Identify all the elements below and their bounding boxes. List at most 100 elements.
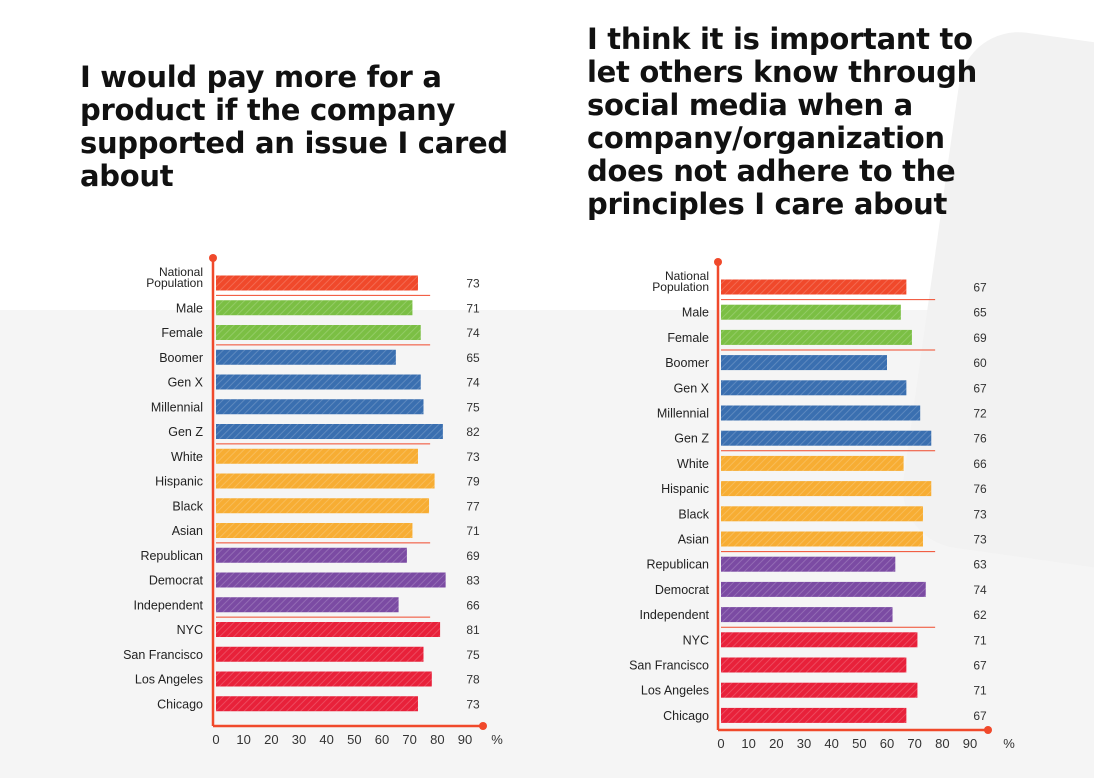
x-tick-label: 10 xyxy=(741,736,755,751)
bar-texture-national-population xyxy=(216,275,418,291)
data-label-nyc: 71 xyxy=(973,633,987,647)
data-label-white: 73 xyxy=(466,450,480,464)
bar-texture-gen-x xyxy=(216,374,421,390)
category-label-asian: Asian xyxy=(172,524,203,538)
category-label-millennial: Millennial xyxy=(657,407,709,421)
category-label-national-population-line2: Population xyxy=(652,280,709,294)
bar-texture-black xyxy=(721,506,923,522)
bar-texture-female xyxy=(721,329,912,345)
data-label-san-francisco: 75 xyxy=(466,648,480,662)
x-tick-label: 20 xyxy=(264,732,278,747)
category-label-female: Female xyxy=(161,326,203,340)
bar-texture-nyc xyxy=(216,622,441,637)
data-label-chicago: 67 xyxy=(973,709,987,723)
x-tick-label: 80 xyxy=(935,736,949,751)
data-label-male: 65 xyxy=(973,306,987,320)
axis-end-dot-right xyxy=(984,726,992,734)
data-label-boomer: 60 xyxy=(973,356,987,370)
axis-end-dot-top xyxy=(714,258,722,266)
x-tick-label: 30 xyxy=(797,736,811,751)
category-label-gen-z: Gen Z xyxy=(674,432,709,446)
x-tick-label: 90 xyxy=(458,732,472,747)
data-label-republican: 63 xyxy=(973,558,987,572)
bar-texture-democrat xyxy=(721,581,926,597)
bar-texture-republican xyxy=(721,556,896,572)
data-label-chicago: 73 xyxy=(466,697,480,711)
x-tick-label: 0 xyxy=(212,732,219,747)
bar-texture-gen-x xyxy=(721,380,907,396)
bar-texture-boomer xyxy=(721,355,887,371)
category-label-san-francisco: San Francisco xyxy=(629,659,709,673)
chart-title-right: I think it is important to let others kn… xyxy=(587,22,977,221)
category-label-national-population-line1: National xyxy=(665,269,709,283)
x-tick-label: 80 xyxy=(430,732,444,747)
data-label-national-population: 67 xyxy=(973,281,987,295)
bar-texture-nyc xyxy=(721,632,918,648)
category-label-gen-x: Gen X xyxy=(674,381,710,395)
category-label-democrat: Democrat xyxy=(149,574,204,588)
bar-texture-republican xyxy=(216,547,407,563)
data-label-female: 74 xyxy=(466,326,480,340)
bar-texture-san-francisco xyxy=(216,646,424,662)
data-label-black: 77 xyxy=(466,499,480,513)
category-label-hispanic: Hispanic xyxy=(155,475,203,489)
category-label-male: Male xyxy=(682,306,709,320)
data-label-los-angeles: 78 xyxy=(466,673,480,687)
category-label-gen-x: Gen X xyxy=(168,376,204,390)
category-label-chicago: Chicago xyxy=(157,697,203,711)
bar-texture-male xyxy=(721,304,901,320)
category-label-national-population-line1: National xyxy=(159,265,203,279)
data-label-millennial: 72 xyxy=(973,407,987,421)
x-tick-label: 10 xyxy=(236,732,250,747)
bar-texture-millennial xyxy=(216,399,424,415)
bar-texture-chicago xyxy=(216,696,418,712)
bar-texture-national-population xyxy=(721,279,907,295)
x-tick-label: 30 xyxy=(292,732,306,747)
category-label-female: Female xyxy=(667,331,709,345)
bar-texture-san-francisco xyxy=(721,657,907,673)
x-tick-label: 60 xyxy=(880,736,894,751)
category-label-millennial: Millennial xyxy=(151,400,203,414)
x-tick-label: 50 xyxy=(347,732,361,747)
bar-texture-independent xyxy=(216,597,399,613)
data-label-hispanic: 79 xyxy=(466,475,480,489)
category-label-white: White xyxy=(171,450,203,464)
category-label-los-angeles: Los Angeles xyxy=(641,684,709,698)
category-label-boomer: Boomer xyxy=(665,356,709,370)
category-label-nyc: NYC xyxy=(177,623,203,637)
category-label-nyc: NYC xyxy=(683,633,709,647)
x-tick-label: 50 xyxy=(852,736,866,751)
data-label-asian: 73 xyxy=(973,533,987,547)
axis-end-dot-right xyxy=(479,722,487,730)
axis-end-dot-top xyxy=(209,254,217,262)
data-label-gen-z: 82 xyxy=(466,425,480,439)
bar-texture-los-angeles xyxy=(721,682,918,698)
bar-texture-asian xyxy=(721,531,923,547)
bar-texture-asian xyxy=(216,523,413,538)
data-label-los-angeles: 71 xyxy=(973,684,987,698)
data-label-san-francisco: 67 xyxy=(973,659,987,673)
category-label-boomer: Boomer xyxy=(159,351,203,365)
category-label-black: Black xyxy=(678,507,709,521)
data-label-hispanic: 76 xyxy=(973,482,987,496)
bar-texture-hispanic xyxy=(721,481,932,497)
data-label-female: 69 xyxy=(973,331,987,345)
category-label-san-francisco: San Francisco xyxy=(123,648,203,662)
data-label-democrat: 74 xyxy=(973,583,987,597)
data-label-white: 66 xyxy=(973,457,987,471)
data-label-gen-x: 74 xyxy=(466,376,480,390)
category-label-republican: Republican xyxy=(646,558,709,572)
data-label-nyc: 81 xyxy=(466,623,480,637)
category-label-los-angeles: Los Angeles xyxy=(135,673,203,687)
data-label-boomer: 65 xyxy=(466,351,480,365)
bar-texture-democrat xyxy=(216,572,446,588)
category-label-independent: Independent xyxy=(133,598,203,612)
x-axis-unit: % xyxy=(1003,736,1015,751)
category-label-republican: Republican xyxy=(140,549,203,563)
x-tick-label: 90 xyxy=(963,736,977,751)
x-tick-label: 70 xyxy=(907,736,921,751)
bar-texture-millennial xyxy=(721,405,921,421)
